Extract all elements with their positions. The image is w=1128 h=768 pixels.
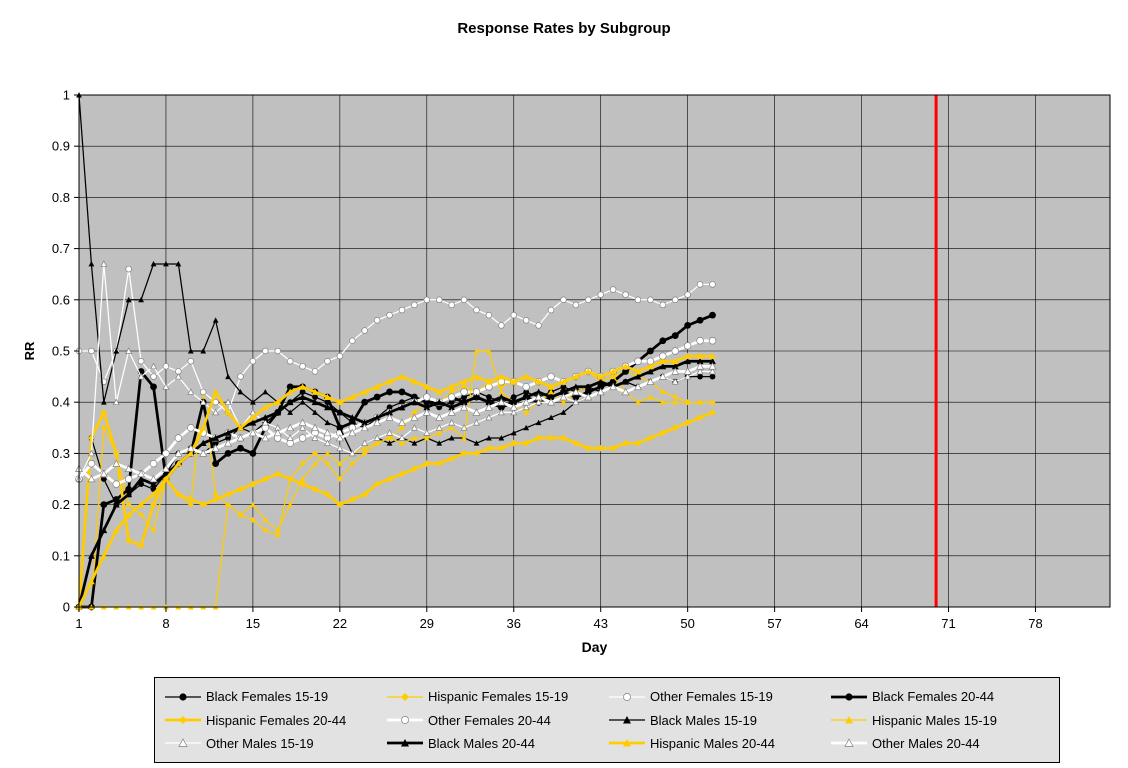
series-hispanic-males-20-44 [75, 352, 716, 610]
legend-marker-triangle [609, 739, 645, 747]
legend-marker-circle [609, 692, 645, 701]
y-tick-label: 0.9 [52, 139, 70, 154]
legend-label: Hispanic Males 15-19 [872, 712, 998, 728]
axis-ticks-and-labels: 0 0.1 0.2 0.3 0.4 0.5 0.6 0.7 0.8 0.9 1 1 8 15 22 29 36 4… [22, 88, 1043, 656]
x-tick-label: 1 [75, 616, 82, 631]
series-hispanic-females-20-44 [75, 409, 716, 611]
x-tick-label: 8 [162, 616, 169, 631]
chart-title: Response Rates by Subgroup [457, 20, 671, 37]
x-tick-label: 57 [767, 616, 781, 631]
y-tick-label: 0.7 [52, 241, 70, 256]
y-axis-label: RR [22, 341, 37, 360]
legend-item-hispanic-females-20-44: Hispanic Females 20-44 [163, 713, 385, 728]
x-tick-label: 78 [1028, 616, 1042, 631]
y-tick-label: 0 [63, 600, 70, 615]
legend-label: Black Males 15-19 [650, 712, 757, 728]
legend-label: Hispanic Females 20-44 [206, 712, 347, 728]
legend-item-hispanic-males-15-19: Hispanic Males 15-19 [829, 713, 1051, 728]
y-tick-label: 0.8 [52, 190, 70, 205]
legend-item-hispanic-females-15-19: Hispanic Females 15-19 [385, 689, 607, 704]
legend-marker-triangle [609, 716, 645, 724]
legend-marker-circle [387, 716, 423, 724]
legend-label: Other Males 20-44 [872, 735, 980, 751]
legend-item-other-males-20-44: Other Males 20-44 [829, 736, 1051, 751]
series-other-males-20-44 [75, 362, 717, 483]
legend-label: Other Females 15-19 [650, 689, 773, 705]
x-tick-label: 29 [420, 616, 434, 631]
legend-marker-circle [831, 693, 867, 701]
legend-item-hispanic-males-20-44: Hispanic Males 20-44 [607, 736, 829, 751]
legend-marker-diamond [165, 716, 201, 724]
y-tick-label: 1 [63, 88, 70, 103]
legend-label: Black Females 15-19 [206, 689, 329, 705]
legend-label: Hispanic Males 20-44 [650, 735, 776, 751]
x-tick-label: 15 [246, 616, 260, 631]
legend-marker-triangle [165, 738, 201, 748]
x-tick-label: 64 [854, 616, 868, 631]
legend-item-black-females-20-44: Black Females 20-44 [829, 689, 1051, 704]
legend-item-black-males-20-44: Black Males 20-44 [385, 736, 607, 751]
x-axis-label: Day [582, 639, 608, 655]
legend-item-other-males-15-19: Other Males 15-19 [163, 736, 385, 751]
y-tick-label: 0.3 [52, 446, 70, 461]
series-other-females-15-19 [75, 265, 716, 416]
legend-marker-diamond [387, 692, 423, 701]
legend-marker-triangle [831, 716, 867, 724]
legend-label: Hispanic Females 15-19 [428, 689, 569, 705]
x-tick-label: 71 [941, 616, 955, 631]
legend-marker-circle [165, 693, 201, 701]
legend-marker-triangle [387, 739, 423, 747]
y-tick-label: 0.2 [52, 497, 70, 512]
legend-item-other-females-20-44: Other Females 20-44 [385, 713, 607, 728]
legend-marker-triangle [831, 738, 867, 748]
x-tick-label: 43 [593, 616, 607, 631]
legend-item-other-females-15-19: Other Females 15-19 [607, 689, 829, 704]
x-tick-label: 36 [507, 616, 521, 631]
legend-label: Black Males 20-44 [428, 735, 535, 751]
x-tick-label: 22 [333, 616, 347, 631]
legend-label: Black Females 20-44 [872, 689, 995, 705]
x-tick-label: 50 [680, 616, 694, 631]
y-tick-label: 0.6 [52, 292, 70, 307]
legend-item-black-females-15-19: Black Females 15-19 [163, 689, 385, 704]
legend-label: Other Males 15-19 [206, 735, 314, 751]
y-tick-label: 0.1 [52, 548, 70, 563]
chart-legend: Black Females 15-19 Hispanic Females 15-1… [154, 677, 1060, 763]
legend-label: Other Females 20-44 [428, 712, 551, 728]
legend-item-black-males-15-19: Black Males 15-19 [607, 713, 829, 728]
y-tick-label: 0.4 [52, 395, 70, 410]
y-tick-label: 0.5 [52, 344, 70, 359]
